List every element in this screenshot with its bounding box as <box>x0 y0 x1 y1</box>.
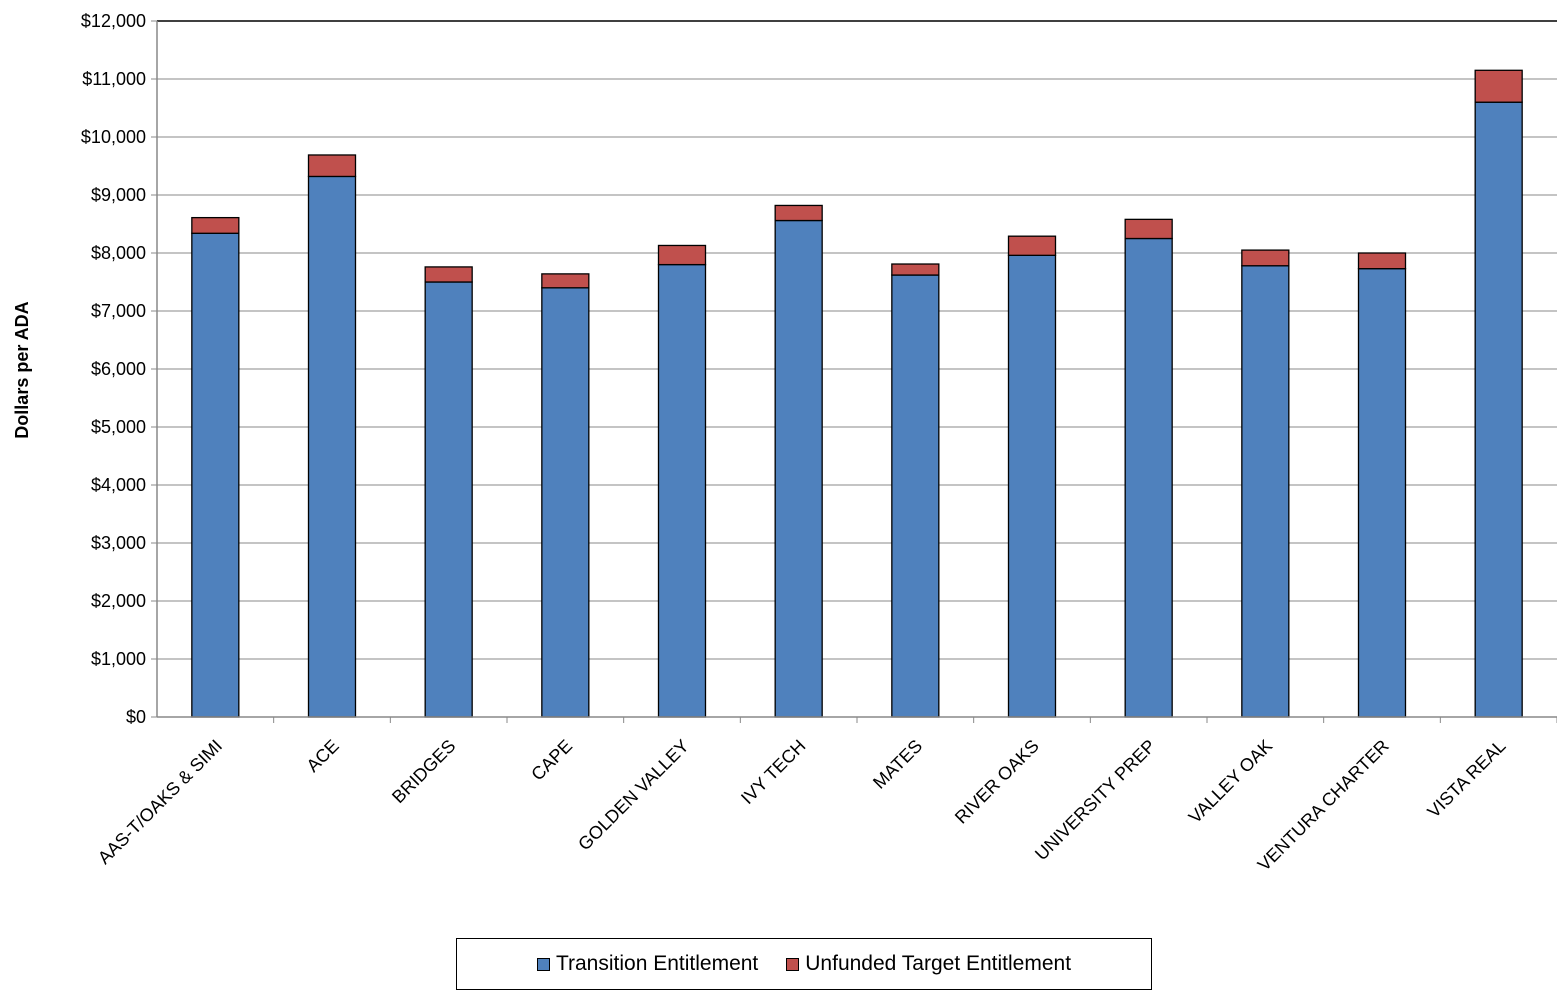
x-tick-label: AAS-T/OAKS & SIMI <box>94 736 226 868</box>
x-tick-label: BRIDGES <box>388 736 459 807</box>
legend-item-unfunded: Unfunded Target Entitlement <box>786 952 1071 976</box>
bar-unfunded-1 <box>307 154 357 178</box>
y-tick-label: $9,000 <box>91 185 146 205</box>
bar-unfunded-4 <box>657 244 707 266</box>
legend-label-transition: Transition Entitlement <box>555 952 759 975</box>
y-tick-labels: $0 $1,000 $2,000 $3,000 $4,000 $5,000 $6,000 $7… <box>81 11 146 727</box>
x-tick-label: IVY TECH <box>737 736 809 808</box>
y-tick-label: $5,000 <box>91 417 146 437</box>
bar-unfunded-7 <box>1007 235 1057 256</box>
x-tick-label: VISTA REAL <box>1423 736 1509 822</box>
bar-transition-6 <box>891 274 940 718</box>
x-tick-label: VALLEY OAK <box>1185 736 1277 828</box>
y-axis-label: Dollars per ADA <box>12 301 32 438</box>
y-tick-label: $6,000 <box>91 359 146 379</box>
y-tick-label: $11,000 <box>82 69 146 89</box>
y-tick-label: $0 <box>126 707 146 727</box>
bar-transition-8 <box>1124 237 1173 718</box>
y-tick-label: $1,000 <box>91 649 146 669</box>
y-tick-label: $7,000 <box>91 301 146 321</box>
bar-unfunded-8 <box>1124 218 1173 240</box>
bar-transition-9 <box>1241 265 1290 718</box>
bar-transition-5 <box>774 219 823 718</box>
bar-transition-0 <box>191 232 240 718</box>
bar-transition-2 <box>424 281 473 718</box>
bar-unfunded-2 <box>424 266 473 283</box>
x-tick-label: ACE <box>303 736 343 776</box>
y-tick-label: $8,000 <box>91 243 146 263</box>
stacked-bar-chart: $0 $1,000 $2,000 $3,000 $4,000 $5,000 $6,000 $7… <box>12 11 1557 875</box>
bar-unfunded-11 <box>1474 69 1523 103</box>
bar-transition-1 <box>307 175 357 718</box>
gridlines <box>157 20 1557 660</box>
bar-transition-7 <box>1007 254 1057 718</box>
bar-transition-10 <box>1357 268 1407 718</box>
x-tick-label: MATES <box>869 736 926 793</box>
legend: Transition Entitlement Unfunded Target E… <box>456 938 1152 990</box>
bar-transition-11 <box>1474 101 1523 718</box>
x-tick-label: RIVER OAKS <box>951 736 1043 828</box>
x-tick-label: UNIVERSITY PREP <box>1031 736 1159 864</box>
x-tick-label: GOLDEN VALLEY <box>574 736 693 855</box>
x-tick-label: VENTURA CHARTER <box>1254 736 1393 875</box>
bar-unfunded-9 <box>1241 249 1290 267</box>
bar-unfunded-3 <box>541 273 590 289</box>
legend-label-unfunded: Unfunded Target Entitlement <box>805 952 1072 975</box>
legend-swatch-unfunded <box>786 957 800 971</box>
y-tick-label: $3,000 <box>91 533 146 553</box>
y-tick-label: $10,000 <box>81 127 146 147</box>
x-tick-label: CAPE <box>527 736 576 785</box>
axes <box>151 20 1557 723</box>
bar-transition-3 <box>541 287 590 718</box>
bar-unfunded-6 <box>891 263 940 276</box>
bars <box>191 69 1523 718</box>
legend-swatch-transition <box>536 957 550 971</box>
bar-transition-4 <box>657 263 707 718</box>
y-tick-label: $12,000 <box>81 11 146 31</box>
bar-unfunded-10 <box>1357 252 1407 270</box>
legend-item-transition: Transition Entitlement <box>536 952 759 976</box>
bar-unfunded-0 <box>191 216 240 234</box>
bar-unfunded-5 <box>774 204 823 222</box>
y-tick-label: $2,000 <box>91 591 146 611</box>
y-tick-label: $4,000 <box>91 475 146 495</box>
